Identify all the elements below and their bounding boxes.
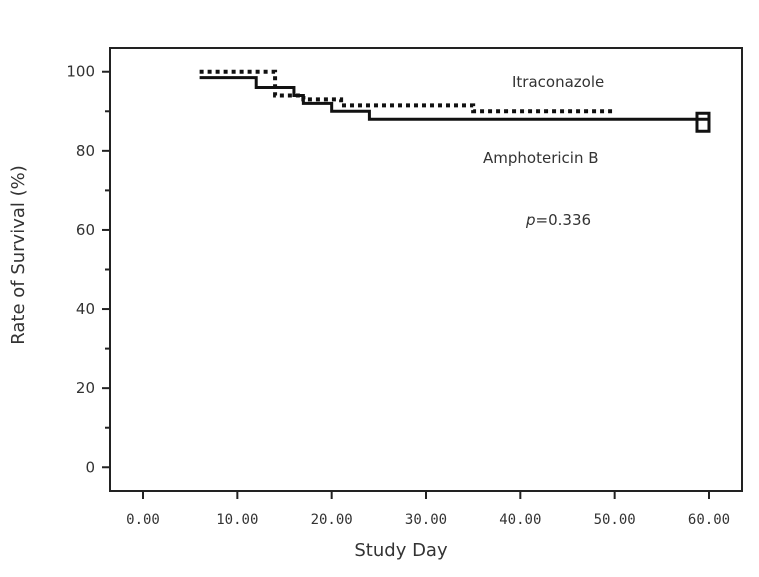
y-axis: 0 20 40 60 80 100 — [66, 63, 110, 476]
x-tick-label: 50.00 — [594, 512, 636, 528]
p-value: =0.336 — [536, 211, 592, 229]
y-axis-title: Rate of Survival (%) — [8, 165, 29, 345]
y-tick-label: 40 — [76, 300, 95, 318]
censor-mark — [695, 111, 711, 133]
plot-frame — [109, 47, 743, 492]
series-line-amphotericin-b — [199, 76, 709, 121]
x-tick-label: 10.00 — [216, 512, 258, 528]
x-tick-label: 20.00 — [311, 512, 353, 528]
y-tick-label: 20 — [76, 379, 95, 397]
x-axis: 0.00 10.00 20.00 30.00 40.00 50.00 60.00 — [126, 491, 730, 528]
series-label-itraconazole: Itraconazole — [512, 73, 604, 91]
y-tick-label: 0 — [85, 458, 95, 476]
x-tick-label: 30.00 — [405, 512, 447, 528]
x-tick-label: 60.00 — [688, 512, 730, 528]
x-axis-title: Study Day — [354, 540, 448, 561]
x-tick-label: 0.00 — [126, 512, 160, 528]
p-value-annotation: p=0.336 — [525, 211, 591, 229]
series-label-amphotericin-b: Amphotericin B — [483, 149, 599, 167]
p-symbol: p — [525, 211, 536, 229]
x-tick-label: 40.00 — [499, 512, 541, 528]
series-layer — [199, 69, 711, 133]
y-tick-label: 80 — [76, 142, 95, 160]
y-tick-label: 100 — [66, 63, 95, 81]
y-tick-label: 60 — [76, 221, 95, 239]
